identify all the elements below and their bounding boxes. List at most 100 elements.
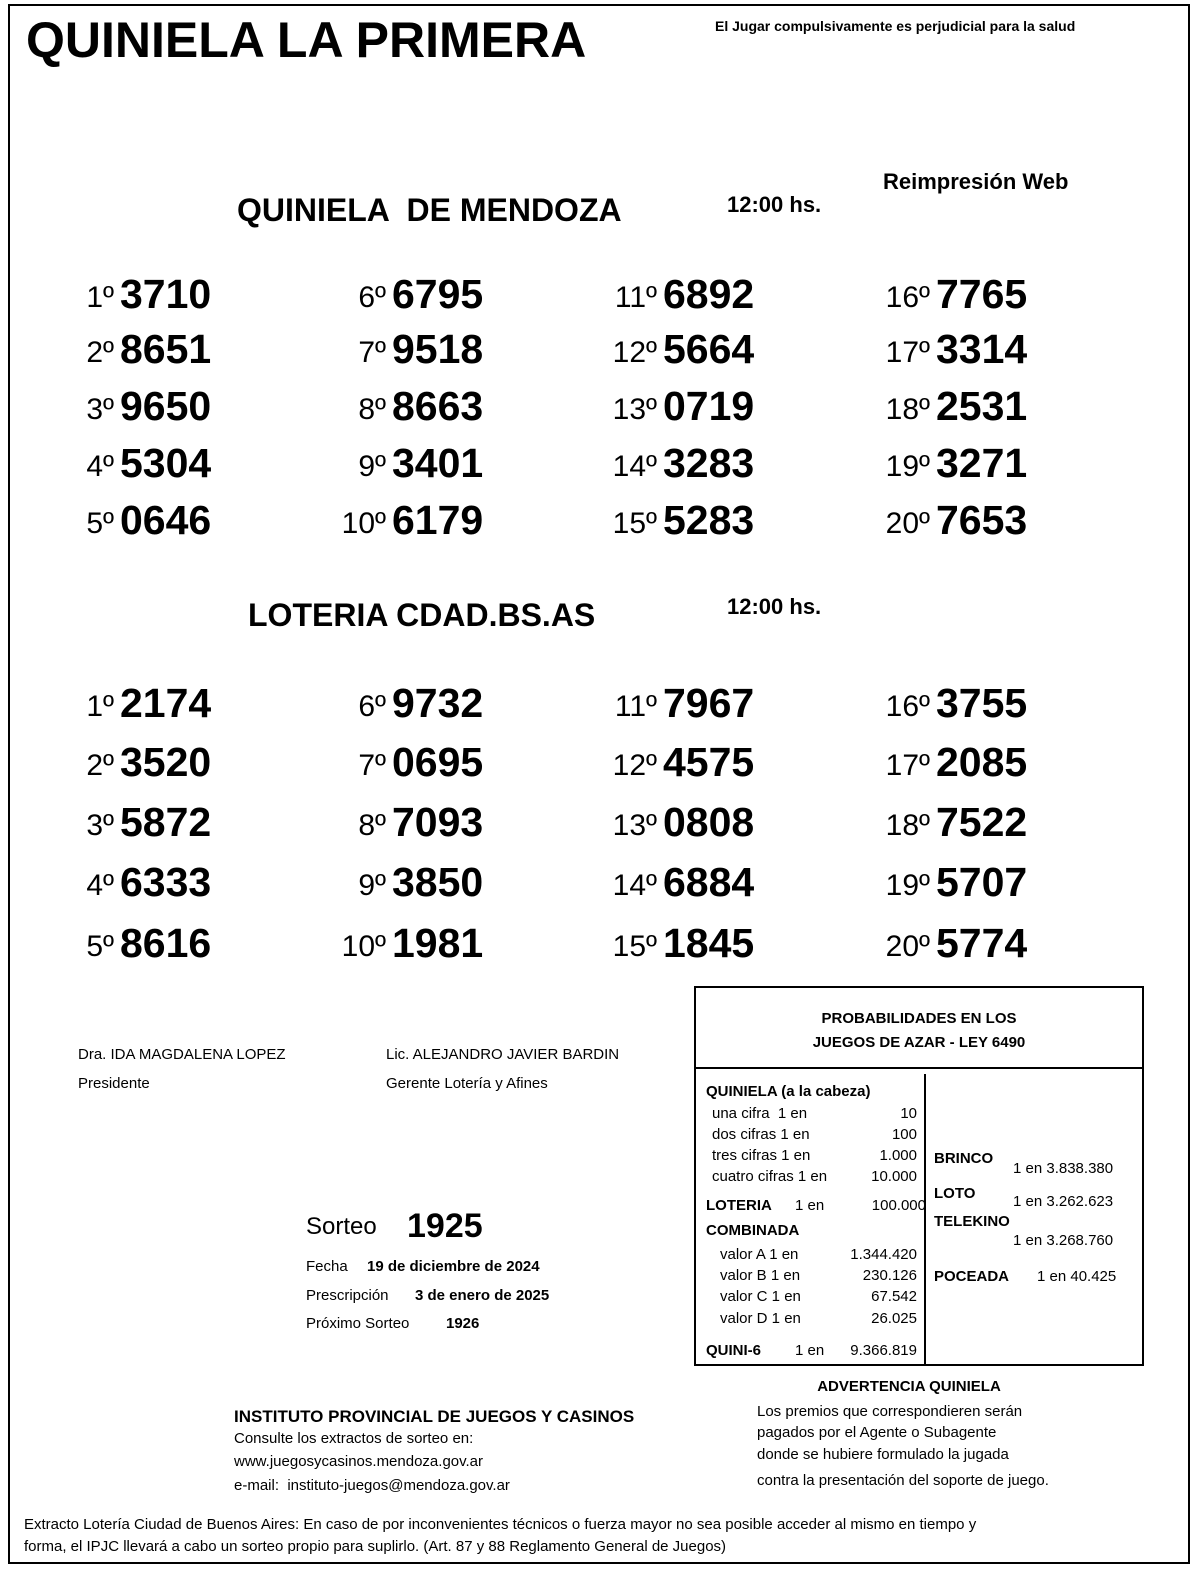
- result-number: 5774: [936, 920, 1028, 967]
- result-position: 8º: [358, 392, 386, 426]
- result-number: 2174: [120, 680, 212, 727]
- result-number: 3850: [392, 859, 484, 906]
- result-number: 8651: [120, 326, 212, 373]
- draw-name: QUINIELA DE MENDOZA: [237, 192, 622, 229]
- result-number: 0646: [120, 497, 212, 544]
- result-position: 3º: [86, 392, 114, 426]
- odds-title: JUEGOS DE AZAR - LEY 6490: [812, 1033, 1026, 1051]
- advertencia-line: contra la presentación del soporte de ju…: [757, 1471, 1049, 1489]
- result-position: 6º: [358, 689, 386, 723]
- result-number: 6884: [663, 859, 755, 906]
- result-position: 7º: [358, 335, 386, 369]
- institute-name: INSTITUTO PROVINCIAL DE JUEGOS Y CASINOS: [234, 1406, 635, 1426]
- result-number: 3520: [120, 739, 212, 786]
- odds-game: TELEKINO: [934, 1212, 1010, 1230]
- result-number: 7765: [936, 271, 1028, 318]
- odds-row-value: 10.000: [871, 1167, 917, 1185]
- result-number: 3401: [392, 440, 484, 487]
- odds-game: LOTERIA: [706, 1196, 772, 1214]
- result-position: 17º: [885, 335, 930, 369]
- odds-game: POCEADA: [934, 1267, 1010, 1285]
- health-warning: El Jugar compulsivamente es perjudicial …: [715, 18, 1076, 35]
- odds-row-value: 67.542: [871, 1287, 917, 1305]
- result-number: 3271: [936, 440, 1028, 487]
- institute-line: e-mail: instituto-juegos@mendoza.gov.ar: [234, 1476, 510, 1494]
- result-position: 20º: [885, 506, 930, 540]
- result-position: 12º: [612, 748, 657, 782]
- sorteo-field-label: Prescripción: [306, 1286, 389, 1304]
- result-number: 1981: [392, 920, 484, 967]
- odds-row-value: 1 en 3.262.623: [1013, 1192, 1114, 1210]
- sorteo-field-value: 19 de diciembre de 2024: [367, 1257, 540, 1275]
- result-position: 9º: [358, 449, 386, 483]
- signature-name: Dra. IDA MAGDALENA LOPEZ: [78, 1045, 286, 1063]
- result-position: 18º: [885, 808, 930, 842]
- result-number: 5707: [936, 859, 1028, 906]
- result-position: 4º: [86, 868, 114, 902]
- footer-line: Extracto Lotería Ciudad de Buenos Aires:…: [24, 1515, 977, 1533]
- result-position: 5º: [86, 929, 114, 963]
- result-position: 1º: [86, 280, 114, 314]
- result-position: 3º: [86, 808, 114, 842]
- result-number: 2085: [936, 739, 1028, 786]
- result-position: 15º: [612, 506, 657, 540]
- result-number: 7093: [392, 799, 484, 846]
- result-number: 7967: [663, 680, 755, 727]
- result-position: 19º: [885, 868, 930, 902]
- result-position: 16º: [885, 689, 930, 723]
- result-position: 16º: [885, 280, 930, 314]
- odds-row-value: 1.000: [879, 1146, 917, 1164]
- institute-line: www.juegosycasinos.mendoza.gov.ar: [234, 1452, 484, 1470]
- result-number: 4575: [663, 739, 755, 786]
- result-position: 18º: [885, 392, 930, 426]
- result-number: 0719: [663, 383, 755, 430]
- result-position: 2º: [86, 335, 114, 369]
- signature-name: Lic. ALEJANDRO JAVIER BARDIN: [386, 1045, 620, 1063]
- odds-column-divider: [924, 1074, 926, 1366]
- advertencia-line: Los premios que correspondieren serán: [757, 1402, 1023, 1420]
- result-number: 3755: [936, 680, 1028, 727]
- result-number: 3314: [936, 326, 1028, 373]
- odds-game: BRINCO: [934, 1149, 994, 1167]
- result-number: 0808: [663, 799, 755, 846]
- result-position: 6º: [358, 280, 386, 314]
- sorteo-field-value: 3 de enero de 2025: [415, 1286, 550, 1304]
- odds-game: QUINIELA (a la cabeza): [706, 1082, 871, 1100]
- result-position: 14º: [612, 868, 657, 902]
- page-title: QUINIELA LA PRIMERA: [26, 11, 587, 68]
- result-number: 9732: [392, 680, 484, 727]
- result-number: 2531: [936, 383, 1028, 430]
- odds-row-value: 1.344.420: [850, 1245, 917, 1263]
- result-number: 8616: [120, 920, 212, 967]
- result-position: 15º: [612, 929, 657, 963]
- odds-row-value: 10: [900, 1104, 917, 1122]
- advertencia-title: ADVERTENCIA QUINIELA: [817, 1377, 1001, 1395]
- result-position: 11º: [614, 689, 657, 723]
- reprint-label: Reimpresión Web: [883, 168, 1069, 194]
- sorteo-field-label: Fecha: [306, 1257, 348, 1275]
- result-position: 14º: [612, 449, 657, 483]
- result-number: 0695: [392, 739, 484, 786]
- result-position: 7º: [358, 748, 386, 782]
- odds-row-label: valor B 1 en: [720, 1266, 801, 1284]
- result-number: 9650: [120, 383, 212, 430]
- draw-time: 12:00 hs.: [727, 593, 822, 619]
- odds-row-value: 100: [891, 1125, 917, 1143]
- result-number: 6179: [392, 497, 484, 544]
- result-number: 9518: [392, 326, 484, 373]
- result-position: 12º: [612, 335, 657, 369]
- advertencia-line: donde se hubiere formulado la jugada: [757, 1445, 1009, 1463]
- result-position: 17º: [885, 748, 930, 782]
- odds-row-label: dos cifras 1 en: [712, 1125, 810, 1143]
- odds-game: QUINI-6: [706, 1341, 762, 1359]
- result-number: 3283: [663, 440, 755, 487]
- odds-game: LOTO: [934, 1184, 976, 1202]
- result-position: 9º: [358, 868, 386, 902]
- signature-role: Presidente: [78, 1074, 150, 1092]
- odds-game: COMBINADA: [706, 1221, 800, 1239]
- result-position: 11º: [614, 280, 657, 314]
- institute-line: Consulte los extractos de sorteo en:: [234, 1429, 474, 1447]
- result-position: 4º: [86, 449, 114, 483]
- page-border: [8, 4, 1190, 1564]
